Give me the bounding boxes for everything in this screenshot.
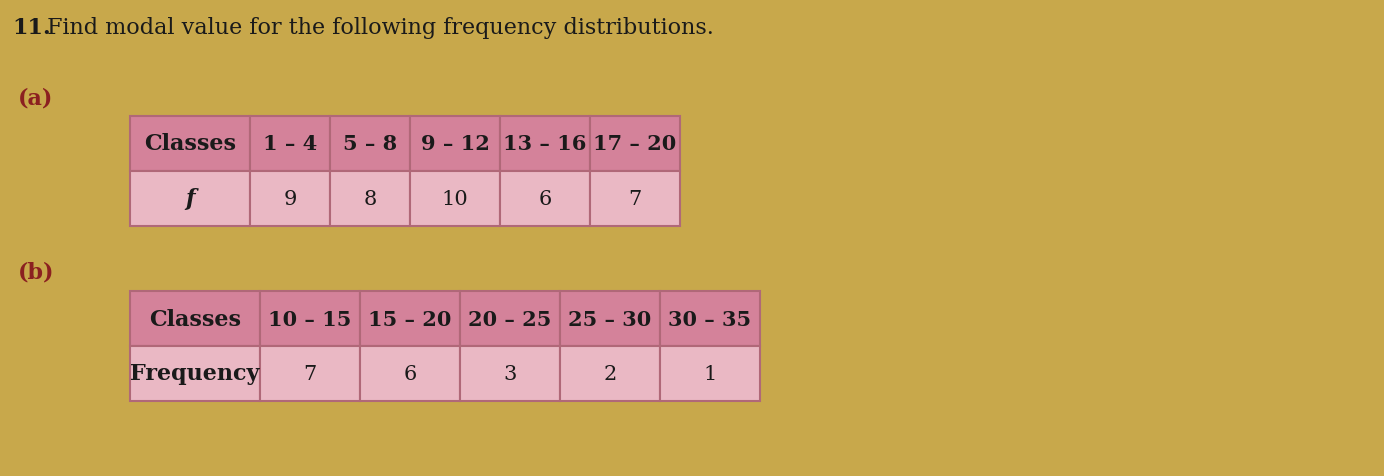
Text: 9 – 12: 9 – 12: [421, 134, 490, 154]
Text: 6: 6: [538, 189, 552, 208]
Text: 2: 2: [603, 364, 617, 383]
Text: 8: 8: [364, 189, 376, 208]
Bar: [660, 346, 760, 401]
Text: 1: 1: [703, 364, 717, 383]
Text: Classes: Classes: [149, 308, 241, 330]
Bar: [360, 346, 459, 401]
Text: 10: 10: [441, 189, 468, 208]
Text: 17 – 20: 17 – 20: [594, 134, 677, 154]
Bar: [561, 346, 660, 401]
Text: 11.: 11.: [12, 17, 51, 39]
Text: 6: 6: [403, 364, 417, 383]
Bar: [590, 117, 680, 172]
Bar: [660, 291, 760, 346]
Bar: [329, 172, 410, 227]
Bar: [251, 172, 329, 227]
Text: 20 – 25: 20 – 25: [468, 309, 552, 329]
Bar: [410, 172, 500, 227]
Text: 1 – 4: 1 – 4: [263, 134, 317, 154]
Text: (b): (b): [18, 261, 54, 283]
Text: Classes: Classes: [144, 133, 237, 155]
Bar: [360, 291, 459, 346]
Text: 5 – 8: 5 – 8: [343, 134, 397, 154]
Text: Frequency: Frequency: [130, 363, 260, 385]
Text: 7: 7: [628, 189, 642, 208]
Text: 25 – 30: 25 – 30: [569, 309, 652, 329]
Text: 9: 9: [284, 189, 296, 208]
Text: 10 – 15: 10 – 15: [268, 309, 352, 329]
Bar: [561, 291, 660, 346]
Text: 13 – 16: 13 – 16: [504, 134, 587, 154]
Text: f: f: [185, 188, 195, 210]
Text: 3: 3: [504, 364, 516, 383]
Text: (a): (a): [18, 87, 54, 109]
Bar: [130, 291, 260, 346]
Bar: [130, 346, 260, 401]
Bar: [500, 117, 590, 172]
Bar: [130, 117, 251, 172]
Text: Find modal value for the following frequency distributions.: Find modal value for the following frequ…: [40, 17, 714, 39]
Bar: [459, 291, 561, 346]
Bar: [329, 117, 410, 172]
Bar: [130, 172, 251, 227]
Bar: [410, 117, 500, 172]
Bar: [260, 346, 360, 401]
Bar: [500, 172, 590, 227]
Bar: [260, 291, 360, 346]
Text: 30 – 35: 30 – 35: [668, 309, 752, 329]
Bar: [251, 117, 329, 172]
Bar: [590, 172, 680, 227]
Bar: [459, 346, 561, 401]
Text: 7: 7: [303, 364, 317, 383]
Text: 15 – 20: 15 – 20: [368, 309, 451, 329]
